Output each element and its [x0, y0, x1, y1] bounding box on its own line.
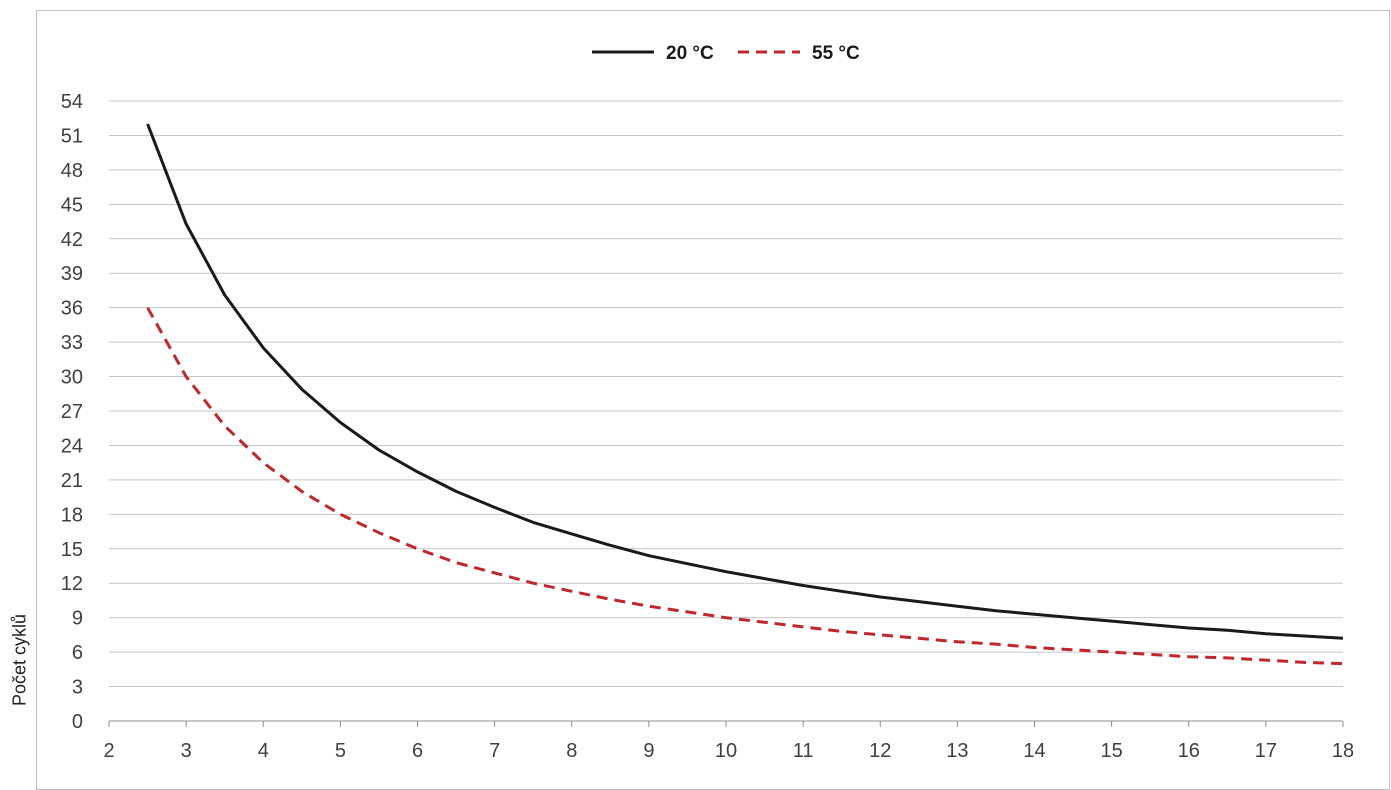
chart-frame	[36, 10, 1390, 790]
x-tick-label: 8	[566, 740, 577, 762]
y-tick-label: 21	[61, 470, 83, 492]
y-tick-label: 51	[61, 125, 83, 147]
y-tick-label: 45	[61, 194, 83, 216]
y-tick-label: 18	[61, 504, 83, 526]
x-tick-label: 9	[643, 740, 654, 762]
x-tick-label: 13	[946, 740, 968, 762]
y-tick-label: 27	[61, 401, 83, 423]
x-tick-label: 6	[412, 740, 423, 762]
y-tick-label: 30	[61, 367, 83, 389]
y-tick-label: 39	[61, 263, 83, 285]
x-tick-label: 14	[1023, 740, 1045, 762]
x-tick-label: 16	[1178, 740, 1200, 762]
y-tick-label: 24	[61, 435, 83, 457]
x-tick-label: 15	[1101, 740, 1123, 762]
x-tick-label: 12	[869, 740, 891, 762]
y-tick-label: 54	[61, 91, 83, 113]
y-tick-label: 9	[72, 608, 83, 630]
x-tick-label: 3	[181, 740, 192, 762]
x-tick-label: 10	[715, 740, 737, 762]
x-tick-label: 18	[1332, 740, 1354, 762]
x-tick-label: 4	[258, 740, 269, 762]
y-tick-label: 36	[61, 298, 83, 320]
y-tick-label: 12	[61, 573, 83, 595]
y-tick-label: 33	[61, 332, 83, 354]
series-line-2	[146, 306, 1344, 666]
series-line-1	[146, 123, 1344, 640]
x-tick-label: 7	[489, 740, 500, 762]
x-tick-label: 11	[793, 740, 814, 762]
y-tick-label: 6	[72, 642, 83, 664]
y-tick-label: 15	[61, 539, 83, 561]
x-tick-label: 17	[1255, 740, 1277, 762]
y-tick-label: 0	[72, 711, 83, 733]
y-tick-label: 3	[72, 677, 83, 699]
y-tick-label: 42	[61, 229, 83, 251]
x-tick-label: 2	[103, 740, 114, 762]
legend-label-1: 20 °C	[666, 43, 714, 64]
y-tick-label: 48	[61, 160, 83, 182]
x-tick-label: 5	[335, 740, 346, 762]
legend-label-2: 55 °C	[812, 43, 860, 64]
